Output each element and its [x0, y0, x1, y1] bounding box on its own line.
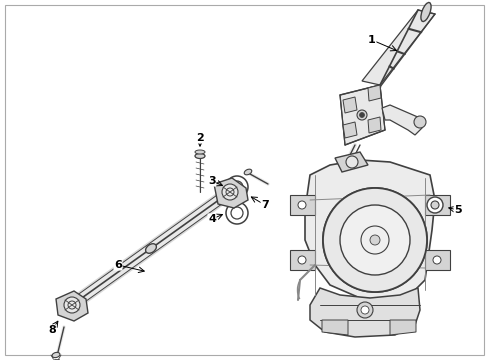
Polygon shape — [424, 195, 449, 215]
Circle shape — [359, 113, 364, 117]
Circle shape — [323, 188, 426, 292]
Polygon shape — [389, 320, 415, 335]
Circle shape — [323, 188, 426, 292]
Polygon shape — [367, 117, 380, 133]
Circle shape — [432, 201, 440, 209]
Circle shape — [430, 201, 438, 209]
Polygon shape — [289, 250, 314, 270]
Ellipse shape — [244, 169, 251, 175]
Circle shape — [356, 302, 372, 318]
Ellipse shape — [195, 150, 204, 154]
Polygon shape — [367, 85, 380, 101]
Circle shape — [432, 256, 440, 264]
Circle shape — [346, 156, 357, 168]
Circle shape — [225, 202, 247, 224]
Circle shape — [360, 306, 368, 314]
Text: 7: 7 — [261, 200, 268, 210]
Polygon shape — [424, 250, 449, 270]
Ellipse shape — [195, 153, 204, 158]
Text: 2: 2 — [196, 133, 203, 143]
Circle shape — [413, 116, 425, 128]
Circle shape — [356, 110, 366, 120]
Circle shape — [225, 176, 247, 198]
Ellipse shape — [52, 352, 60, 357]
Ellipse shape — [145, 244, 156, 253]
Circle shape — [339, 205, 409, 275]
Ellipse shape — [420, 3, 430, 22]
Circle shape — [369, 235, 379, 245]
Text: 6: 6 — [114, 260, 122, 270]
Circle shape — [426, 197, 442, 213]
Polygon shape — [289, 195, 314, 215]
Polygon shape — [305, 160, 434, 300]
Text: 8: 8 — [48, 325, 56, 335]
Circle shape — [369, 235, 379, 245]
Circle shape — [297, 201, 305, 209]
Polygon shape — [342, 97, 356, 113]
Polygon shape — [309, 288, 419, 337]
Circle shape — [64, 297, 80, 313]
Polygon shape — [334, 152, 367, 172]
Text: 3: 3 — [208, 176, 215, 186]
Circle shape — [339, 205, 409, 275]
Text: 4: 4 — [207, 214, 216, 224]
Text: 1: 1 — [367, 35, 375, 45]
Polygon shape — [339, 85, 384, 145]
Polygon shape — [381, 105, 421, 135]
Polygon shape — [214, 178, 247, 208]
Polygon shape — [56, 291, 88, 321]
Text: 5: 5 — [453, 205, 461, 215]
Polygon shape — [321, 320, 347, 335]
Polygon shape — [361, 10, 434, 85]
Polygon shape — [342, 122, 356, 138]
Circle shape — [222, 184, 238, 200]
Circle shape — [297, 256, 305, 264]
